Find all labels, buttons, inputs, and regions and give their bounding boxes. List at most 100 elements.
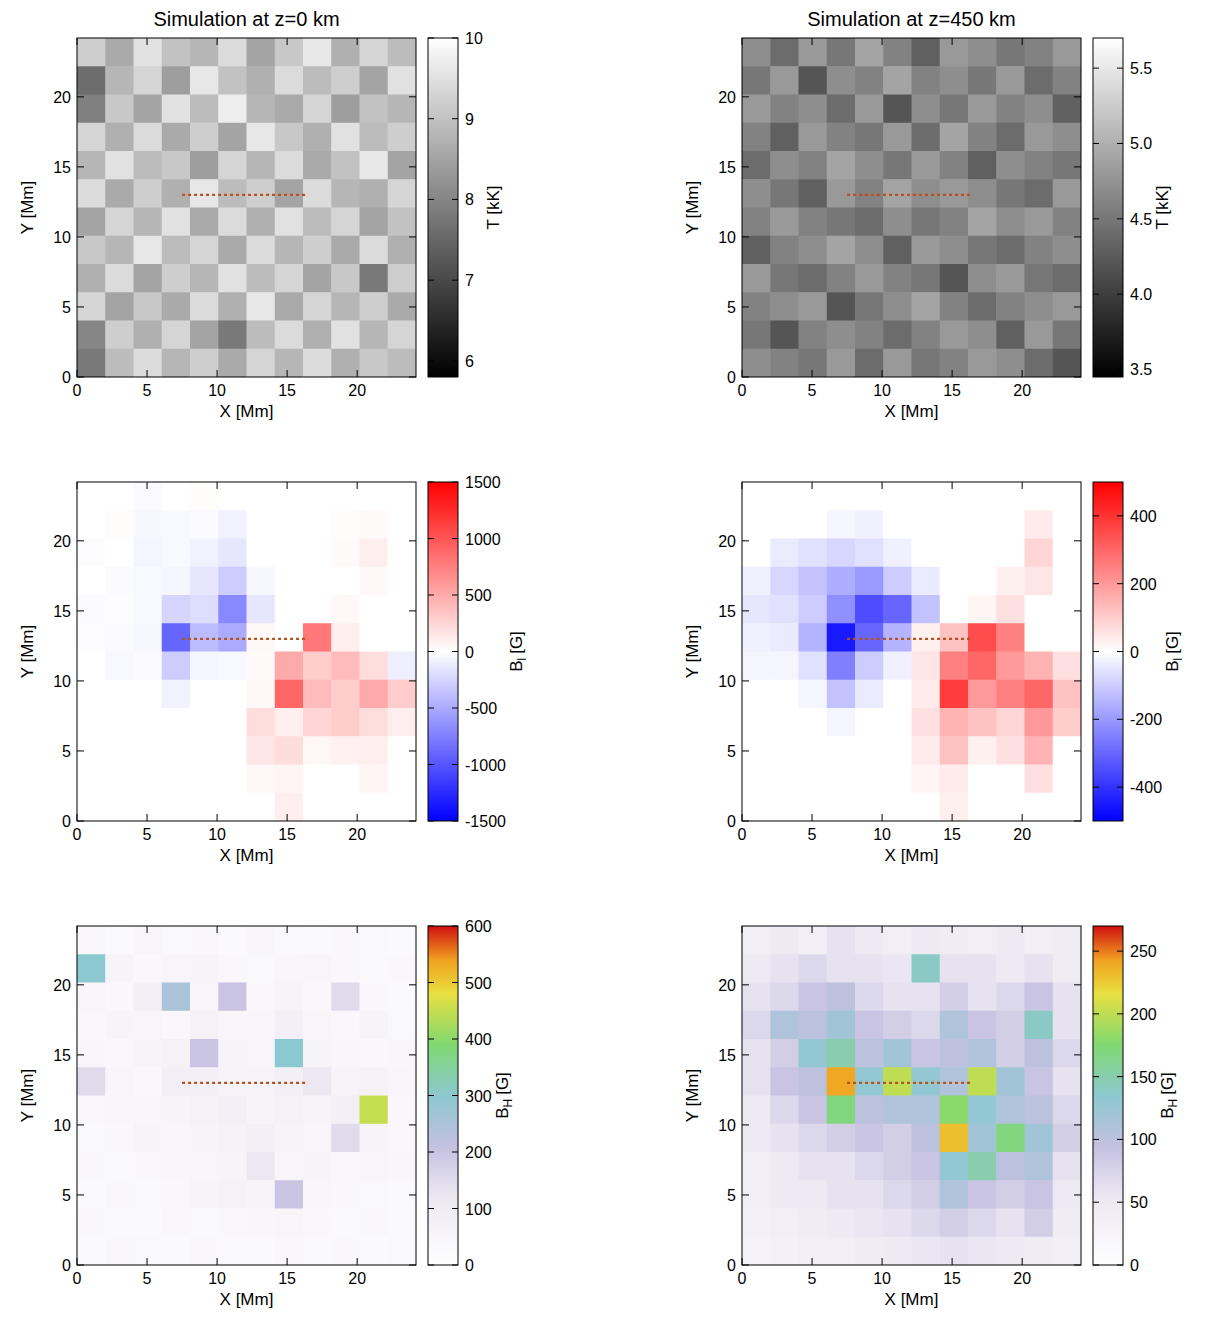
- cell: [303, 1237, 332, 1265]
- y-tick: [742, 540, 749, 541]
- colorbar-title: BH[G]: [493, 1072, 515, 1119]
- y-tick-label: 0: [62, 1257, 71, 1274]
- cell: [134, 1237, 163, 1265]
- colorbar-tick: [1117, 951, 1123, 952]
- cell: [799, 151, 828, 180]
- x-tick: [217, 38, 218, 45]
- cell: [996, 292, 1025, 321]
- cell: [303, 151, 332, 180]
- y-tick-label: 20: [53, 533, 71, 550]
- cell: [388, 1067, 416, 1096]
- cell: [275, 1011, 304, 1040]
- x-tick: [742, 814, 743, 821]
- colorbar-tick: [1117, 1076, 1123, 1077]
- cell: [799, 1152, 828, 1181]
- colorbar-tick: [1117, 218, 1123, 219]
- cell: [388, 708, 416, 737]
- cell: [162, 321, 191, 350]
- plot-frame: [742, 482, 1081, 821]
- cell: [388, 793, 416, 821]
- cell: [388, 926, 416, 955]
- cell: [827, 1096, 856, 1125]
- cell: [388, 1096, 416, 1125]
- y-tick-label: 10: [53, 229, 71, 246]
- cell: [190, 793, 219, 821]
- y-tick: [1074, 610, 1081, 611]
- x-tick: [357, 370, 358, 377]
- cell: [1025, 66, 1054, 95]
- x-tick-label: 15: [943, 382, 961, 399]
- cell: [996, 482, 1025, 511]
- colorbar-tick-label: 4.0: [1130, 286, 1152, 303]
- colorbar-tick: [1117, 1265, 1123, 1266]
- y-tick: [409, 96, 416, 97]
- y-tick: [409, 984, 416, 985]
- cell: [968, 179, 997, 208]
- x-tick: [952, 814, 953, 821]
- cell: [940, 1209, 969, 1238]
- cell: [190, 151, 219, 180]
- y-tick: [77, 377, 84, 378]
- cell: [331, 765, 360, 794]
- cell: [1053, 1152, 1081, 1181]
- cell: [190, 1039, 219, 1068]
- colorbar-title-text: B: [507, 661, 526, 672]
- cell: [247, 1124, 276, 1153]
- cell: [275, 926, 304, 955]
- cell: [303, 1011, 332, 1040]
- cell: [105, 179, 134, 208]
- cell: [940, 1124, 969, 1153]
- cell: [134, 623, 163, 652]
- y-tick: [77, 306, 84, 307]
- cell: [105, 236, 134, 265]
- cell: [968, 983, 997, 1012]
- cell: [770, 623, 799, 652]
- cell: [360, 66, 389, 95]
- cell: [218, 292, 247, 321]
- cell: [799, 954, 828, 983]
- cell: [742, 1237, 771, 1265]
- x-tick: [147, 926, 148, 933]
- cell: [218, 652, 247, 681]
- cell: [1053, 264, 1081, 293]
- cell: [912, 736, 941, 765]
- cell: [742, 765, 771, 794]
- colorbar-tick: [1093, 68, 1099, 69]
- cell: [105, 1209, 134, 1238]
- cell: [331, 1152, 360, 1181]
- colorbar-tick: [1093, 143, 1099, 144]
- cell: [996, 708, 1025, 737]
- cell: [1025, 1209, 1054, 1238]
- cell: [770, 595, 799, 624]
- colorbar-tick: [1093, 583, 1099, 584]
- x-tick: [882, 38, 883, 45]
- cell: [968, 66, 997, 95]
- colorbar-tick-label: 5.0: [1130, 135, 1152, 152]
- cell: [883, 292, 912, 321]
- colorbar-title: Bl[G]: [1163, 631, 1185, 672]
- cell: [331, 236, 360, 265]
- x-tick-label: 20: [1013, 826, 1031, 843]
- cell: [968, 680, 997, 709]
- cell: [799, 926, 828, 955]
- cell: [275, 482, 304, 511]
- colorbar-tick: [1117, 515, 1123, 516]
- cell: [218, 38, 247, 67]
- cell: [388, 123, 416, 152]
- y-tick-label: 20: [718, 533, 736, 550]
- cell: [912, 38, 941, 67]
- cell: [742, 652, 771, 681]
- cell: [1053, 793, 1081, 821]
- cell: [1025, 1237, 1054, 1265]
- cell: [1053, 954, 1081, 983]
- cell: [218, 349, 247, 377]
- colorbar-tick-label: 100: [465, 1201, 492, 1218]
- cell: [360, 179, 389, 208]
- cell: [105, 652, 134, 681]
- y-tick: [1074, 1194, 1081, 1195]
- colorbar-title-text: B: [1158, 1108, 1177, 1119]
- cell: [827, 595, 856, 624]
- cell: [855, 179, 884, 208]
- cell: [275, 983, 304, 1012]
- cell: [218, 95, 247, 124]
